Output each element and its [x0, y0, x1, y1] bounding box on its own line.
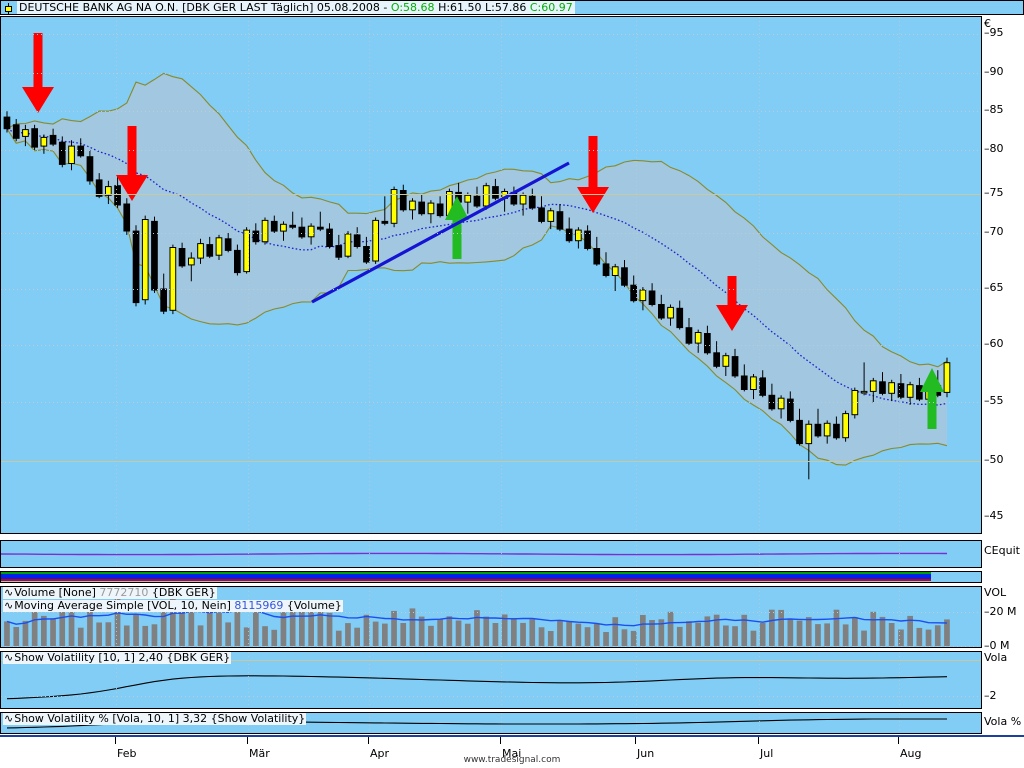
indicator-glyph-icon: ∿ [4, 712, 14, 725]
volume-ma-name: Moving Average Simple [VOL, 10, Nein] [14, 599, 231, 612]
price-tick-75: –75 [984, 186, 1004, 199]
equity-line-svg [1, 552, 948, 556]
price-axis-unit: € [984, 17, 991, 30]
volatility-panel[interactable]: ∿Show Volatility [10, 1] 2,40 {DBK GER} [0, 651, 982, 709]
axis-top-rule [0, 735, 1024, 737]
date-tick-mark [247, 737, 248, 744]
watermark: www.tradesignal.com [463, 755, 561, 765]
volume-tick-0m: –0 M [984, 639, 1010, 652]
volume-indicator-value: 7772710 [99, 586, 149, 599]
price-tick-90: –90 [984, 65, 1004, 78]
signal-band-panel[interactable] [0, 571, 982, 583]
date-label-jul: Jul [760, 747, 774, 760]
volatility-pct-panel[interactable]: ∿Show Volatility % [Vola, 10, 1] 3,32 {S… [0, 712, 982, 734]
volatility-series-svg [6, 675, 948, 700]
date-label-jun: Jun [637, 747, 655, 760]
price-tick-95: –95 [984, 26, 1004, 39]
volume-tick-20m: –20 M [984, 605, 1017, 618]
indicator-glyph-icon: ∿ [4, 599, 14, 612]
gridline-60 [1, 345, 981, 346]
chart-title-text: DEUTSCHE BANK AG NA O.N. [DBK GER LAST T… [17, 1, 575, 14]
volume-gridline-0m [1, 646, 981, 647]
price-tick-85: –85 [984, 103, 1004, 116]
date-label-aug: Aug [900, 747, 922, 760]
volume-axis-label: VOL [984, 586, 1007, 599]
volume-caption-2: ∿Moving Average Simple [VOL, 10, Nein] 8… [3, 600, 343, 612]
gridline-70 [1, 233, 981, 234]
volatility-pct-caption: ∿Show Volatility % [Vola, 10, 1] 3,32 {S… [3, 712, 307, 725]
date-label-mai: Mai [502, 747, 522, 760]
gridline-55 [1, 402, 981, 403]
gridline-85 [1, 111, 981, 112]
equity-axis-label: CEquit [984, 544, 1020, 557]
price-tick-70: –70 [984, 225, 1004, 238]
indicator-glyph-icon: ∿ [4, 586, 14, 599]
gridline-90 [1, 73, 981, 74]
volatility-top-gridline [1, 660, 981, 661]
volatility-pct-axis-label: Vola % [984, 715, 1022, 728]
signal-band-blue [1, 574, 931, 579]
signal-band-green [1, 572, 931, 574]
volume-gridline-20m [1, 612, 981, 613]
volume-axis: VOL –20 M –0 M [984, 586, 1024, 652]
gridline-50 [1, 461, 981, 462]
volatility-indicator-label: Show Volatility [10, 1] 2,40 {DBK GER} [14, 651, 231, 664]
volatility-tick-2: –2 [984, 689, 997, 702]
price-chart-panel[interactable] [0, 16, 982, 534]
volume-ma-value: 8115969 [234, 599, 284, 612]
gridline-65 [1, 289, 981, 290]
volatility-caption: ∿Show Volatility [10, 1] 2,40 {DBK GER} [3, 651, 232, 664]
date-tick-mark [635, 737, 636, 744]
instrument-title: DEUTSCHE BANK AG NA O.N. [DBK GER LAST T… [19, 1, 388, 14]
date-label-apr: Apr [370, 747, 390, 760]
volatility-gridline-2 [1, 696, 981, 697]
volume-ma-source: {Volume} [286, 599, 342, 612]
date-tick-mark [500, 737, 501, 744]
price-tick-80: –80 [984, 142, 1004, 155]
date-tick-mark [368, 737, 369, 744]
candlestick-icon [4, 3, 13, 14]
signal-band-red [1, 579, 931, 581]
volume-caption-1: ∿Volume [None] 7772710 {DBK GER} [3, 587, 217, 599]
volume-series-svg [4, 596, 950, 646]
price-axis: € –95 –90 –85 –80 –75 –70 –65 –60 –55 –50 –45 [984, 16, 1024, 534]
volatility-pct-indicator-label: Show Volatility % [Vola, 10, 1] 3,32 {Sh… [14, 712, 306, 725]
gridline-80 [1, 150, 981, 151]
volume-indicator-name: Volume [None] [14, 586, 96, 599]
price-tick-65: –65 [984, 281, 1004, 294]
open-value: O:58.68 [390, 1, 435, 14]
date-tick-mark [758, 737, 759, 744]
gridline-75 [1, 194, 981, 195]
equity-axis: CEquit [984, 540, 1024, 568]
price-tick-55: –55 [984, 394, 1004, 407]
indicator-glyph-icon: ∿ [4, 651, 14, 664]
volatility-pct-axis: Vola % [984, 712, 1024, 734]
equity-panel[interactable] [0, 540, 982, 568]
price-tick-60: –60 [984, 337, 1004, 350]
date-tick-mark [115, 737, 116, 744]
close-value: C:60.97 [529, 1, 573, 14]
high-value: H:61.50 [438, 1, 482, 14]
volume-panel[interactable]: ∿Volume [None] 7772710 {DBK GER} ∿Moving… [0, 586, 982, 648]
date-label-mär: Mär [249, 747, 270, 760]
date-label-feb: Feb [117, 747, 137, 760]
volume-indicator-source: {DBK GER} [151, 586, 216, 599]
chart-title-bar[interactable]: DEUTSCHE BANK AG NA O.N. [DBK GER LAST T… [0, 0, 1024, 15]
date-tick-mark [898, 737, 899, 744]
volatility-axis-label: Vola [984, 651, 1008, 664]
price-series-svg [3, 33, 951, 480]
date-axis: www.tradesignal.com Feb Mär Apr Mai Jun Jul Au… [0, 735, 1024, 768]
price-tick-50: –50 [984, 453, 1004, 466]
volatility-axis: Vola –2 [984, 651, 1024, 709]
gridline-95 [1, 34, 981, 35]
price-tick-45: –45 [984, 509, 1004, 522]
low-value: L:57.86 [485, 1, 527, 14]
